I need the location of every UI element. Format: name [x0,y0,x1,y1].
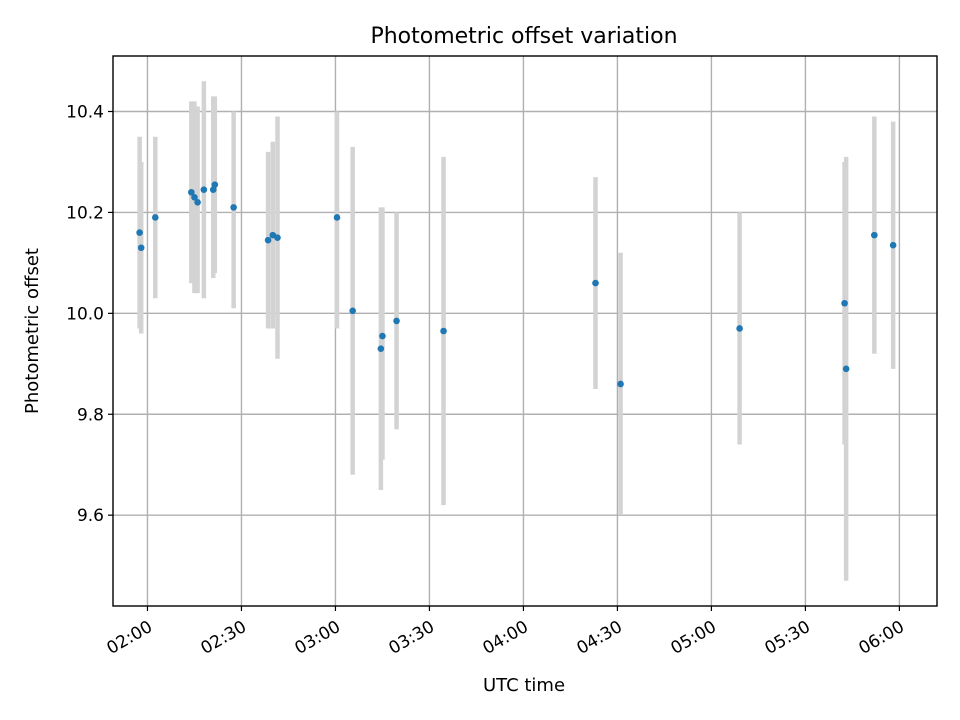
data-point [136,229,143,236]
data-point [592,279,599,287]
data-point [889,241,897,249]
x-tick-label: 04:30 [573,617,625,659]
x-tick-label: 02:30 [198,617,250,659]
data-point [333,214,341,221]
x-tick-label: 03:30 [386,617,438,659]
data-point [379,332,386,340]
y-tick-label: 9.6 [77,506,104,526]
data-point [200,186,208,194]
x-axis: 02:00 02:30 03:00 03:30 04:00 04:30 05:00 05:30… [104,606,908,659]
x-tick-label: 02:00 [104,617,156,659]
errorbars [137,81,896,581]
y-tick-label: 10.2 [66,203,104,223]
data-point [194,199,201,206]
data-point [393,317,400,325]
data-point [842,365,850,373]
data-point [377,345,385,352]
data-point [264,236,272,244]
data-point [440,327,447,335]
data-point [191,193,198,201]
data-point [871,231,878,239]
chart-title: Photometric offset variation [370,24,677,49]
data-points [136,181,897,388]
data-point [137,244,145,252]
x-axis-label: UTC time [483,675,565,696]
y-axis-label: Photometric offset [22,248,43,414]
data-point [151,214,159,221]
data-point [274,234,281,241]
data-point [230,204,237,211]
x-tick-label: 04:00 [479,617,531,659]
y-tick-label: 9.8 [77,405,104,425]
data-point [209,186,217,194]
data-point [841,299,848,307]
data-point [617,380,624,388]
data-point [349,307,356,315]
y-tick-label: 10.0 [66,304,104,324]
plot-frame [112,55,938,607]
x-tick-label: 05:30 [761,617,813,659]
data-point [188,188,195,196]
x-tick-label: 05:00 [667,617,719,659]
grid [113,56,937,606]
data-point [736,325,743,332]
y-axis: 9.6 9.8 10.0 10.2 10.4 [66,103,113,526]
y-tick-label: 10.4 [66,103,104,123]
x-tick-label: 03:00 [292,617,344,659]
x-tick-label: 06:00 [855,617,907,659]
data-point [211,181,219,188]
